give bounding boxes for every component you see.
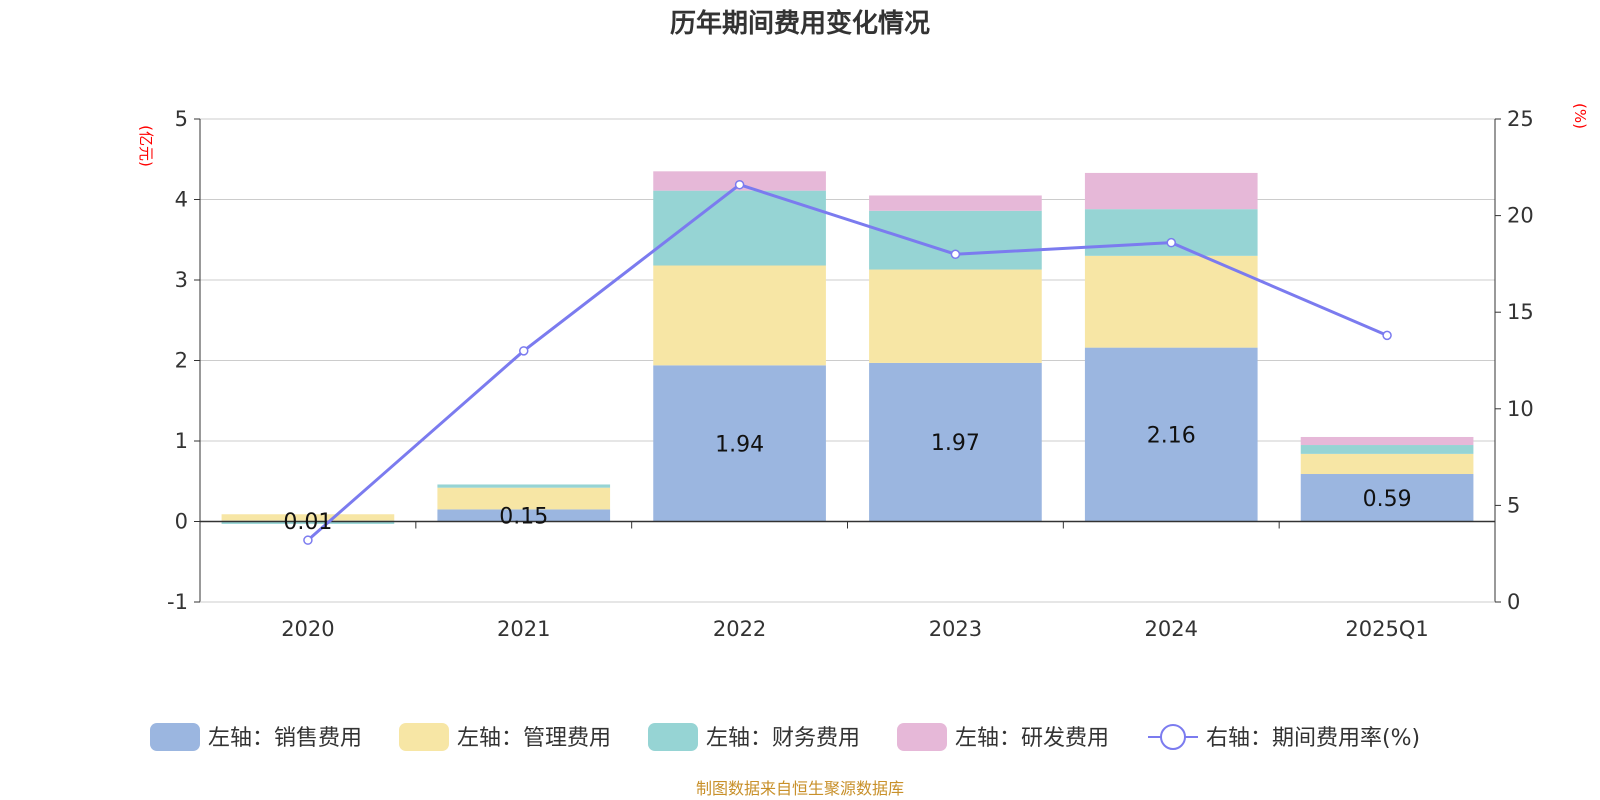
legend-label: 左轴：财务费用 (706, 726, 860, 751)
left-tick-label: 0 (175, 510, 188, 534)
bar-segment-2 (1084, 255, 1258, 348)
rate-point (950, 249, 961, 259)
bar-segment-4 (1084, 172, 1258, 210)
left-tick-label: -1 (167, 590, 188, 614)
left-tick-label: 3 (175, 268, 188, 292)
rate-point (519, 346, 529, 356)
source-note: 制图数据来自恒生聚源数据库 (696, 779, 904, 798)
bar-segment-3 (1084, 209, 1258, 256)
bar-segment-2 (1300, 453, 1474, 475)
legend-item[interactable]: 左轴：管理费用 (399, 723, 611, 751)
left-tick-label: 4 (175, 188, 188, 212)
bar-value-label: 0.01 (283, 510, 332, 535)
legend-swatch (150, 723, 200, 751)
left-tick-label: 2 (175, 349, 188, 373)
bar-value-label: 0.59 (1363, 487, 1412, 512)
bar-segment-3 (869, 210, 1042, 270)
bar-segment-1 (1084, 347, 1258, 522)
x-tick-label: 2024 (1145, 617, 1198, 641)
legend-item[interactable]: 左轴：销售费用 (150, 723, 362, 751)
right-tick-label: 5 (1507, 493, 1520, 517)
legend[interactable]: 左轴：销售费用 左轴：管理费用 左轴：财务费用 左轴：研发费用 右轴：期间费用率(%) (150, 723, 1420, 751)
bar-segment-4 (869, 195, 1042, 211)
chart-title: 历年期间费用变化情况 (670, 8, 930, 39)
left-tick-label: 5 (175, 107, 188, 131)
rate-point (1382, 330, 1392, 341)
bar-segment-4 (1300, 436, 1474, 446)
legend-marker (1160, 724, 1186, 750)
legend-item[interactable]: 左轴：财务费用 (648, 723, 860, 751)
gridlines (200, 118, 1495, 603)
legend-item[interactable]: 左轴：研发费用 (897, 723, 1109, 751)
legend-label: 左轴：管理费用 (457, 726, 611, 751)
bar-segment-2 (869, 269, 1042, 363)
legend-label: 左轴：研发费用 (955, 726, 1109, 751)
bar-segment-1 (437, 509, 611, 522)
bar-segment-3 (437, 484, 611, 488)
legend-label: 左轴：销售费用 (208, 726, 362, 751)
bar-segment-2 (437, 487, 611, 510)
bar-segment-1 (653, 365, 826, 522)
bar-segment-3 (653, 190, 826, 266)
rate-point (1166, 237, 1176, 248)
right-tick-label: 25 (1507, 107, 1534, 131)
right-axis-unit: (%) (1571, 103, 1589, 129)
legend-swatch (648, 723, 698, 751)
left-axis-unit: (亿元) (137, 125, 155, 167)
axes: -1 0 1 2 3 4 5 0 5 10 15 20 25 2020 2021 2022 2023 2024 20… (167, 107, 1534, 641)
x-tick-label: 2020 (281, 617, 334, 641)
legend-swatch (897, 723, 947, 751)
rate-point (734, 179, 745, 190)
bar-segment-1 (1300, 474, 1474, 522)
right-tick-label: 0 (1507, 590, 1520, 614)
bar-segment-3 (221, 521, 395, 524)
rate-point (303, 535, 313, 545)
right-tick-label: 10 (1507, 397, 1534, 421)
bar-value-label: 2.16 (1147, 424, 1196, 449)
x-tick-label: 2023 (929, 617, 982, 641)
bar-segment-3 (1300, 445, 1474, 454)
bar-series (221, 171, 1474, 524)
right-tick-label: 20 (1507, 204, 1534, 228)
left-tick-label: 1 (175, 429, 188, 453)
x-tick-label: 2022 (713, 617, 766, 641)
bar-segment-2 (653, 265, 826, 366)
right-tick-label: 15 (1507, 300, 1534, 324)
rate-line (306, 183, 1388, 542)
bar-value-label: 1.94 (715, 432, 764, 457)
legend-item[interactable]: 右轴：期间费用率(%) (1148, 724, 1420, 751)
bar-segment-2 (221, 514, 395, 521)
x-tick-label: 2025Q1 (1345, 617, 1428, 641)
legend-label: 右轴：期间费用率(%) (1206, 726, 1420, 751)
data-labels: 0.01 0.15 1.94 1.97 2.16 0.59 (283, 424, 1411, 536)
bar-value-label: 0.15 (499, 504, 548, 529)
legend-swatch (399, 723, 449, 751)
x-tick-label: 2021 (497, 617, 550, 641)
bar-value-label: 1.97 (931, 431, 980, 456)
bar-segment-1 (869, 362, 1042, 522)
line-series (303, 179, 1392, 545)
